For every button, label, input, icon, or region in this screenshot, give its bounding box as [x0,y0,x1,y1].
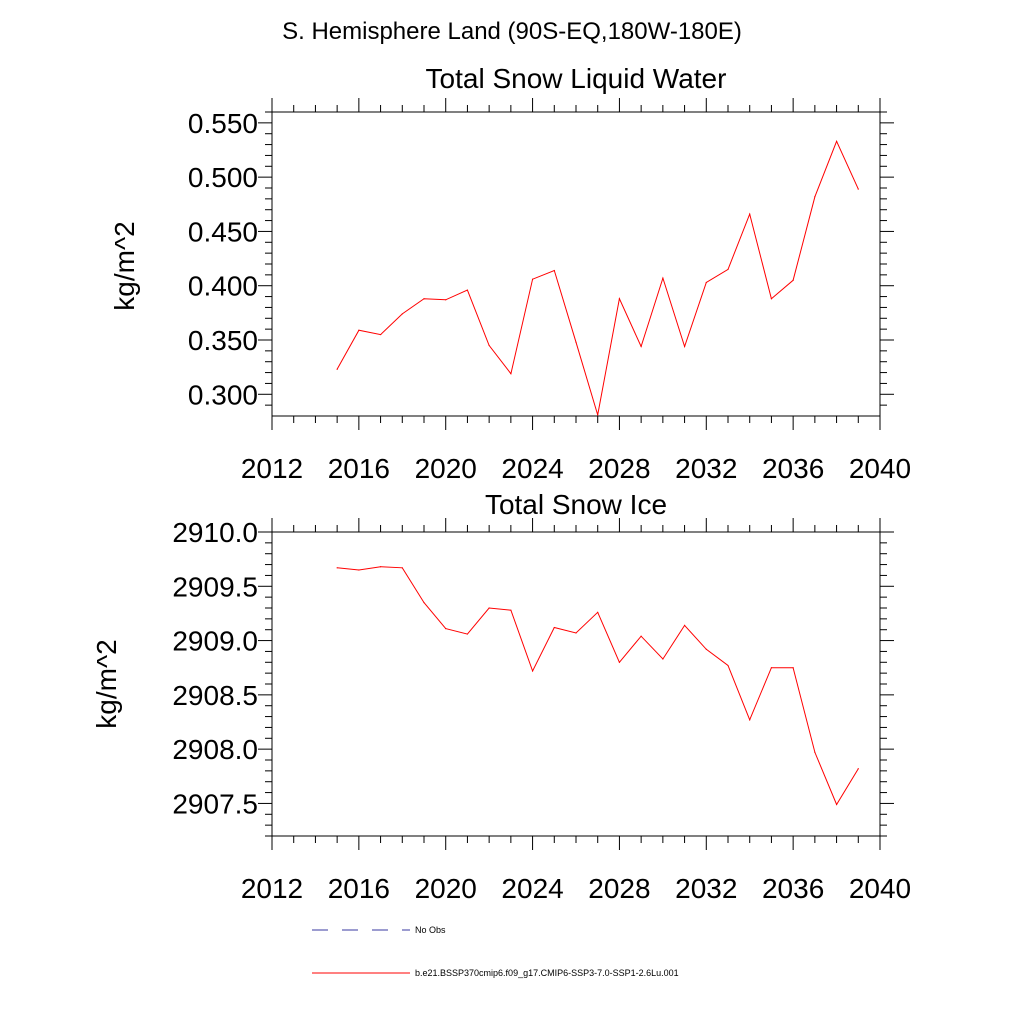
data-point [379,333,382,336]
data-point [857,188,859,190]
x-tick-label: 2036 [762,453,824,484]
data-point [336,567,338,569]
x-tick-label: 2016 [328,873,390,904]
legend-label-model: b.e21.BSSP370cmip6.f09_g17.CMIP6-SSP3-7.… [415,968,679,978]
data-point [423,298,425,300]
data-point [358,329,360,331]
data-point [727,664,729,667]
x-tick-label: 2020 [415,453,477,484]
data-point [814,196,816,198]
x-tick-label: 2040 [849,873,911,904]
data-point [597,414,599,416]
data-point [770,298,773,300]
y-axis-label: kg/m^2 [91,639,122,728]
data-point [358,569,360,571]
plot-frame [271,111,881,417]
data-point [466,289,469,291]
data-point [597,611,599,613]
x-tick-label: 2024 [501,873,563,904]
data-point [727,268,729,271]
y-tick-label: 0.450 [188,216,258,247]
data-point [662,277,664,279]
data-point [835,803,838,806]
data-point [705,648,707,650]
x-tick-label: 2028 [588,873,650,904]
data-point [618,661,621,663]
x-tick-label: 2012 [241,873,303,904]
x-tick-label: 2012 [241,453,303,484]
x-tick-label: 2040 [849,453,911,484]
data-point [531,278,534,280]
x-tick-label: 2036 [762,873,824,904]
x-tick-label: 2020 [415,873,477,904]
data-point [488,607,490,609]
data-point [488,344,490,347]
data-point [531,670,534,672]
legend-label-no-obs: No Obs [415,925,446,935]
data-point [401,313,403,315]
data-point [770,667,773,669]
x-tick-label: 2032 [675,453,737,484]
data-point [575,632,577,634]
data-point [683,624,686,626]
data-point [749,213,751,215]
chart-title: Total Snow Ice [485,489,667,520]
data-point [445,628,447,630]
data-point [510,609,512,611]
data-point [835,140,838,142]
data-point [683,345,686,348]
y-tick-label: 0.350 [188,325,258,356]
y-tick-label: 2907.5 [172,788,258,819]
page-title: S. Hemisphere Land (90S-EQ,180W-180E) [282,18,742,45]
data-point [466,633,469,635]
y-tick-label: 0.500 [188,162,258,193]
data-point [749,719,751,721]
y-tick-label: 0.300 [188,379,258,410]
data-point [553,269,555,272]
plot-frame [271,531,881,837]
y-tick-label: 0.550 [188,108,258,139]
x-tick-label: 2024 [501,453,563,484]
data-point [401,567,403,569]
data-point [379,566,382,568]
data-point [640,345,642,348]
series-line [337,566,859,806]
data-point [445,299,447,301]
data-point [575,341,577,343]
chart-title: Total Snow Liquid Water [426,63,727,94]
y-tick-label: 2908.5 [172,680,258,711]
chart-panel-snow-ice: Total Snow Ice kg/m^2 2012 2016 2020 2024 20… [91,489,911,904]
data-point [662,658,664,660]
y-tick-label: 2909.5 [172,571,258,602]
series-line [336,140,859,416]
data-point [510,373,512,375]
data-point [618,298,621,300]
data-point [857,768,859,770]
y-tick-label: 2908.0 [172,734,258,765]
data-point [792,667,794,669]
data-point [553,626,555,629]
y-tick-label: 2909.0 [172,626,258,657]
data-point [423,601,425,604]
legend: No Obs b.e21.BSSP370cmip6.f09_g17.CMIP6-… [312,925,679,978]
data-point [336,368,338,370]
x-tick-label: 2028 [588,453,650,484]
x-tick-label: 2032 [675,873,737,904]
data-point [705,281,707,284]
x-tick-label: 2016 [328,453,390,484]
y-tick-label: 0.400 [188,271,258,302]
chart-panel-snow-liquid-water: Total Snow Liquid Water kg/m^2 2012 2016 2… [109,63,911,484]
data-point [792,279,794,281]
y-axis-label: kg/m^2 [109,221,140,310]
y-tick-label: 2910.0 [172,517,258,548]
data-point [814,751,816,754]
data-point [640,635,642,637]
